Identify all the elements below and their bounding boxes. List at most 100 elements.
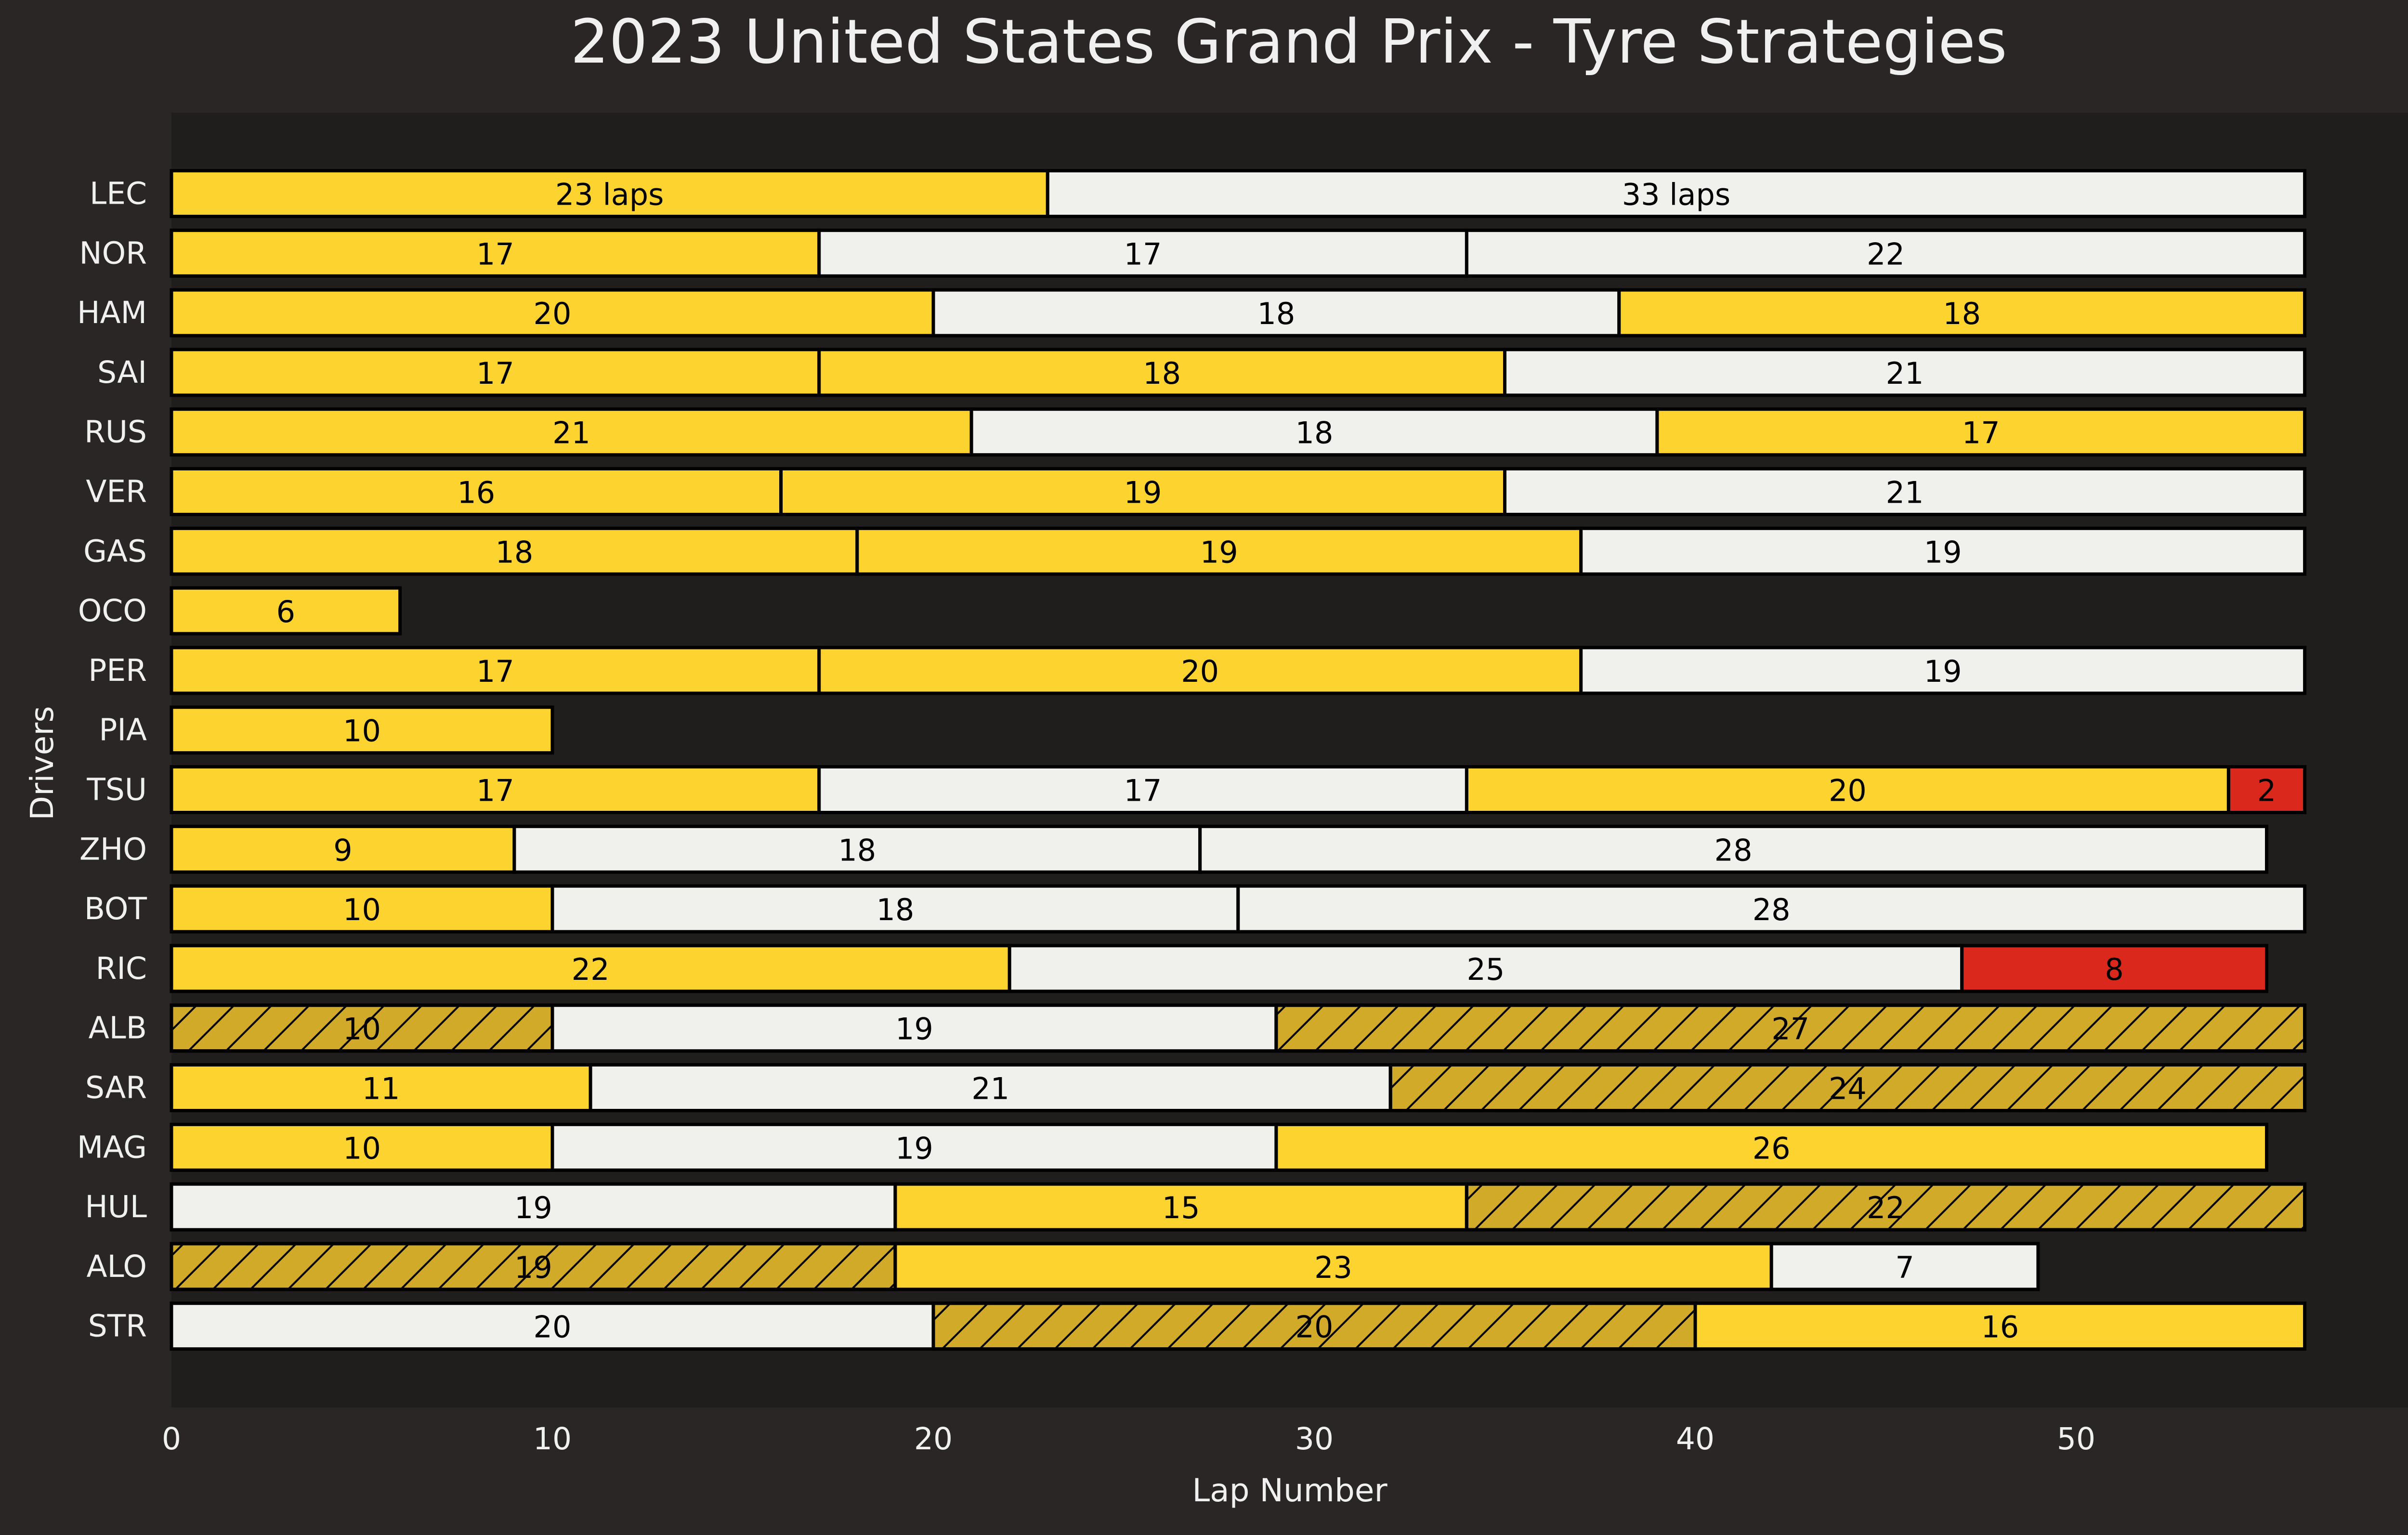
stint-label: 18 (1257, 296, 1295, 331)
stint-label: 20 (534, 296, 572, 331)
driver-label-tsu: TSU (86, 772, 147, 807)
stint-bar (2226, 765, 2307, 814)
stint-label: 16 (1981, 1310, 2019, 1345)
stint-label: 2 (2257, 773, 2276, 808)
stint-hatch (170, 1003, 554, 1053)
stint-label: 19 (1200, 534, 1238, 570)
stint-hatch (1388, 1063, 2307, 1112)
stint-bar (170, 705, 554, 755)
x-tick-label: 30 (1295, 1421, 1334, 1457)
stint-bar (855, 526, 1583, 576)
stint-bar (1198, 824, 2268, 874)
stint-bar (817, 765, 1468, 814)
stint-label: 19 (514, 1250, 552, 1285)
stint-label: 18 (1943, 296, 1981, 331)
stint-label: 10 (343, 714, 381, 749)
stint-bar (170, 646, 821, 695)
driver-label-gas: GAS (83, 533, 147, 569)
stint-bar (817, 348, 1506, 397)
driver-label-alb: ALB (89, 1011, 147, 1046)
stint-bar (550, 1003, 1278, 1053)
stint-label: 10 (343, 1012, 381, 1047)
stint-label: 21 (971, 1071, 1009, 1106)
stint-hatch (1465, 1182, 2307, 1232)
stint-label: 17 (1962, 416, 2000, 451)
driver-label-ham: HAM (77, 295, 147, 330)
stint-bar (1579, 526, 2307, 576)
stint-label: 18 (495, 534, 533, 570)
stint-bar (170, 526, 859, 576)
x-tick-label: 10 (533, 1421, 572, 1457)
stint-label: 10 (343, 1131, 381, 1166)
stint-label: 23 (1314, 1250, 1352, 1285)
stint-bar (589, 1063, 1392, 1112)
stint-bar (170, 1182, 897, 1232)
x-axis: 0 10 20 30 40 50 (162, 1421, 2095, 1457)
driver-label-rus: RUS (84, 415, 147, 450)
driver-label-nor: NOR (79, 235, 147, 271)
stint-label: 7 (1895, 1250, 1914, 1285)
stint-bar (817, 228, 1468, 278)
stint-label: 20 (1296, 1310, 1334, 1345)
stint-label: 19 (1924, 534, 1962, 570)
stint-label: 22 (1867, 1190, 1905, 1225)
driver-label-alo: ALO (86, 1249, 147, 1284)
stint-label: 8 (2105, 952, 2123, 987)
stint-bar (1274, 1122, 2268, 1172)
driver-label-ver: VER (86, 474, 147, 509)
stint-bar (1655, 407, 2307, 457)
stint-label: 20 (1829, 773, 1867, 808)
stint-label: 6 (276, 594, 295, 629)
stint-label: 19 (1924, 654, 1962, 689)
y-axis-label: Drivers (24, 706, 61, 820)
stint-label: 28 (1714, 833, 1753, 868)
stint-label: 28 (1753, 892, 1791, 927)
stint-label: 10 (343, 892, 381, 927)
stint-label: 17 (476, 654, 514, 689)
driver-label-mag: MAG (77, 1130, 147, 1165)
stint-label: 17 (476, 773, 514, 808)
stint-bar (170, 169, 1049, 218)
stint-bar (1693, 1301, 2307, 1351)
stint-label: 20 (1181, 654, 1219, 689)
stint-bar (170, 765, 821, 814)
stint-bar (512, 824, 1202, 874)
stint-label: 19 (1124, 475, 1162, 510)
stint-label: 9 (333, 833, 352, 868)
driver-label-zho: ZHO (79, 832, 147, 867)
stint-label: 25 (1466, 952, 1505, 987)
stint-bar (170, 228, 821, 278)
stint-bar (170, 944, 1011, 993)
stint-label: 20 (534, 1310, 572, 1345)
driver-label-str: STR (88, 1309, 147, 1344)
driver-label-lec: LEC (90, 176, 147, 211)
stint-label: 26 (1753, 1131, 1791, 1166)
stint-label: 16 (457, 475, 495, 510)
driver-label-bot: BOT (84, 891, 147, 926)
driver-label-sai: SAI (97, 355, 147, 390)
stint-label: 27 (1771, 1012, 1809, 1047)
driver-label-pia: PIA (99, 713, 147, 748)
stint-label: 11 (362, 1071, 400, 1106)
stint-label: 23 laps (555, 177, 664, 212)
stint-bar (170, 586, 402, 636)
driver-label-sar: SAR (85, 1070, 147, 1106)
stint-bar (170, 884, 554, 934)
driver-label-ric: RIC (96, 951, 147, 986)
x-axis-label: Lap Number (1192, 1472, 1387, 1509)
stint-label: 19 (895, 1012, 933, 1047)
stint-bar (170, 1301, 935, 1351)
stint-label: 22 (572, 952, 610, 987)
driver-tick-labels: LEC NOR HAM SAI RUS VER GAS OCO PER PIA TSU ZHO BOT R… (77, 176, 147, 1344)
stint-label: 24 (1829, 1071, 1867, 1106)
stint-bar (550, 884, 1240, 934)
x-tick-label: 0 (162, 1421, 181, 1457)
stint-label: 18 (876, 892, 914, 927)
stint-label: 22 (1867, 236, 1905, 272)
stint-label: 17 (1124, 773, 1162, 808)
stint-label: 18 (1143, 356, 1181, 391)
stint-bar (1617, 288, 2307, 338)
stint-bar (1503, 348, 2307, 397)
